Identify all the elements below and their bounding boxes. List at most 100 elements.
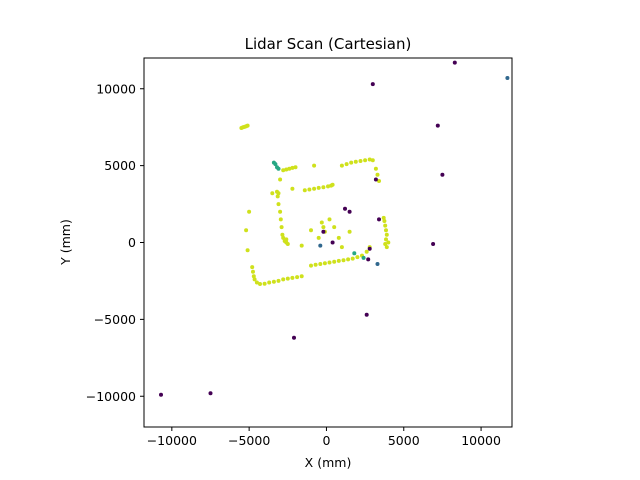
scan-point [384,245,389,250]
scan-point [276,202,281,207]
scan-point [332,259,337,264]
scan-point [355,255,360,260]
x-tick-label: 5000 [388,433,420,448]
scan-point [281,168,286,173]
scan-point [267,280,272,285]
x-tick-label: 0 [322,433,330,448]
scan-point [377,179,381,183]
scan-point [347,209,352,214]
scan-point [326,184,330,189]
y-tick-label: 5000 [104,158,136,173]
scan-point [254,280,259,285]
y-tick-label: 0 [128,235,136,250]
scan-point [353,159,358,164]
scan-point [366,257,371,262]
scan-point [336,258,341,263]
scan-point [384,237,388,242]
scan-point [318,243,323,248]
scan-point [258,282,262,286]
scan-point [318,262,323,266]
scan-point [309,263,313,268]
scan-point [159,392,163,397]
scan-point [440,172,445,177]
y-tick-label: −5000 [94,312,136,327]
scan-point [330,240,335,245]
scan-point [381,215,386,220]
scan-point [284,167,289,172]
scan-point [276,278,281,283]
scan-point [312,163,317,168]
scan-point [281,277,286,282]
scan-point [307,187,312,192]
scan-point [346,257,351,262]
points-layer [159,60,510,397]
scan-point [383,242,388,246]
scan-point [505,76,510,80]
scan-point [347,229,352,234]
chart-title: Lidar Scan (Cartesian) [245,35,412,53]
scan-point [327,260,332,265]
scan-point [290,275,295,280]
scan-point [367,157,372,162]
x-tick-label: 10000 [461,433,501,448]
scan-point [375,172,380,177]
scan-point [299,274,304,279]
scan-point [271,279,276,284]
scan-point [316,185,321,190]
scan-point [292,335,296,340]
scan-point [290,165,295,170]
scan-point [278,209,283,214]
scan-point [319,220,324,225]
scan-point [370,82,375,87]
x-tick-label: −10000 [147,433,197,448]
scan-point [344,162,349,167]
scan-point [373,177,378,182]
scan-point [250,265,255,270]
scan-point [364,312,369,317]
scan-point [245,123,250,128]
scan-point [309,228,313,233]
scan-point [302,188,307,193]
scan-point [322,261,327,266]
scan-point [370,158,375,163]
scan-point [262,281,267,286]
scan-point [327,217,332,222]
scan-point [343,206,347,211]
scan-point [244,228,249,233]
scan-point [284,237,289,242]
scan-point [285,276,290,281]
scan-point [321,229,326,234]
scan-point [273,162,278,167]
scan-point [358,159,363,163]
scan-point [276,191,281,196]
scan-point [373,166,378,171]
scan-point [312,186,317,191]
scan-point [321,225,326,230]
scan-point [336,235,341,240]
scan-point [339,163,344,168]
scan-point [281,235,286,240]
scan-point [377,217,381,222]
scan-point [252,277,257,282]
scan-point [330,182,335,187]
scan-point [361,255,366,260]
scan-point [276,166,281,171]
scan-point [350,256,355,261]
scan-point [386,240,391,245]
scan-point [363,158,368,163]
scan-point [367,246,372,251]
scan-point [352,251,357,256]
scan-point [280,232,285,237]
scan-point [275,194,280,199]
scan-point [293,165,298,170]
scan-point [332,225,337,230]
x-axis: −10000 −5000 0 5000 10000 [147,427,501,448]
scan-point [299,243,304,248]
y-tick-label: 10000 [96,81,136,96]
scan-point [384,232,389,237]
x-tick-label: −5000 [228,433,270,448]
scan-point [316,235,321,240]
scan-point [270,191,275,196]
scan-point [431,242,436,246]
